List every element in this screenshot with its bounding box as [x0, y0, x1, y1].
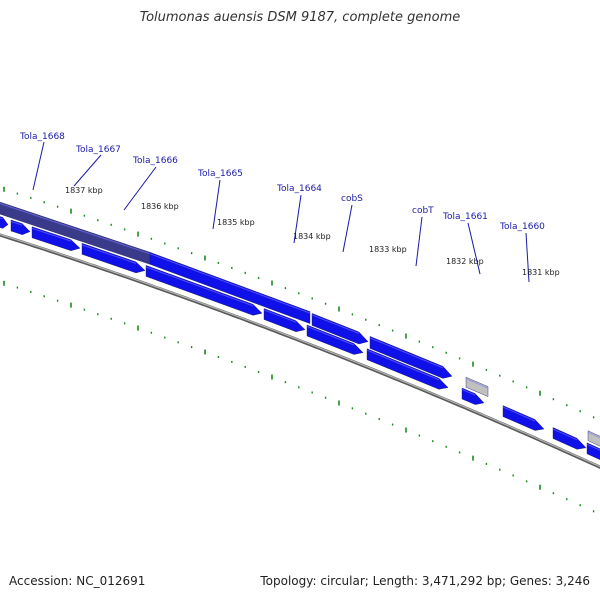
- gene-arrow-shine: [311, 314, 360, 334]
- gene-arrow-shine: [306, 325, 355, 346]
- backbone-highlight: [0, 233, 600, 468]
- gene-arrow-shine: [263, 309, 297, 323]
- gene-label: Tola_1667: [75, 145, 121, 155]
- gene-arrow-grey-shine: [465, 378, 489, 389]
- gene-arrow-shine: [502, 406, 536, 422]
- kbp-label: 1831 kbp: [522, 268, 560, 277]
- tick-layer: [3, 186, 595, 513]
- gene-arrow-shine: [145, 266, 254, 307]
- kbp-label: 1832 kbp: [446, 257, 484, 266]
- leader-line: [123, 166, 157, 211]
- gene-highlight-shine: [0, 203, 151, 255]
- gene-arrow: [0, 216, 9, 229]
- gene-arrow-shine: [461, 389, 476, 396]
- gene-arrow: [311, 313, 369, 345]
- accession-label: Accession: NC_012691: [9, 574, 146, 588]
- gene-arrow-shine: [0, 217, 3, 220]
- gene-label: Tola_1666: [132, 156, 178, 166]
- gene-arrow-grey-shine: [587, 431, 600, 439]
- label-layer: Tola_1668 Tola_1667 Tola_1666 Tola_1665 Tola…: [19, 132, 560, 283]
- gene-arrow: [10, 219, 31, 235]
- gene-arrow-shine: [369, 337, 444, 369]
- gene-label: Tola_1665: [197, 169, 243, 179]
- backbone-line: [0, 233, 600, 469]
- leader-line: [467, 222, 481, 275]
- gene-arrow-shine: [149, 253, 311, 314]
- map-title: Tolumonas auensis DSM 9187, complete gen…: [139, 10, 461, 25]
- gene-arrow: [149, 252, 311, 324]
- gene-label: Tola_1664: [276, 184, 322, 194]
- gene-label: cobT: [412, 206, 434, 216]
- leader-line: [342, 204, 353, 253]
- gene-label: cobS: [341, 194, 363, 204]
- gene-arrow-shine: [31, 227, 72, 242]
- kbp-label: 1837 kbp: [65, 186, 103, 195]
- leader-line: [415, 216, 423, 267]
- gene-arrow-grey: [465, 376, 489, 397]
- gene-label: Tola_1661: [442, 212, 488, 222]
- gene-arrow: [586, 442, 600, 460]
- kbp-label: 1833 kbp: [369, 245, 407, 254]
- kbp-label: 1834 kbp: [293, 232, 331, 241]
- leader-line: [32, 141, 45, 191]
- gene-arrow-grey: [587, 430, 600, 447]
- gene-arrow: [369, 336, 453, 379]
- kbp-label: 1835 kbp: [217, 218, 255, 227]
- backbone-layer: [0, 233, 600, 469]
- gene-arrow-shine: [81, 244, 137, 264]
- genome-summary: Topology: circular; Length: 3,471,292 bp…: [260, 574, 590, 588]
- gene-arrow-shine: [586, 443, 600, 451]
- gene-arrow-shine: [366, 349, 440, 381]
- leader-line: [525, 232, 530, 283]
- kbp-label: 1836 kbp: [141, 202, 179, 211]
- gene-label: Tola_1660: [499, 222, 545, 232]
- gene-label: Tola_1668: [19, 132, 65, 142]
- gene-layer: [0, 201, 600, 460]
- leader-line: [73, 154, 102, 187]
- leader-line: [293, 194, 302, 244]
- gene-arrow-shine: [10, 221, 23, 226]
- leader-line: [212, 179, 221, 230]
- gene-arrow-shine: [552, 428, 578, 441]
